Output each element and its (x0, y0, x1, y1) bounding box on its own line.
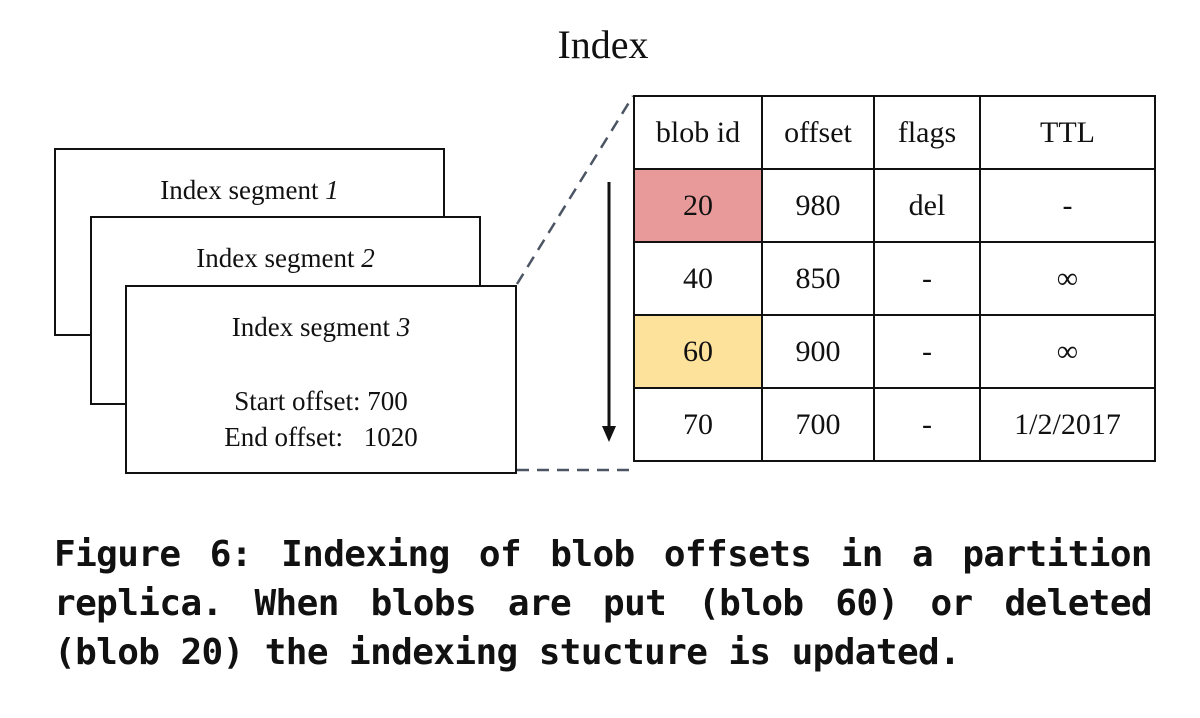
header-flags: flags (873, 95, 981, 170)
segment-3-number: 3 (396, 312, 411, 342)
ttl-cell: ∞ (979, 241, 1156, 316)
segment-2-label: Index segment 2 (92, 242, 479, 274)
offset-cell: 850 (761, 241, 875, 316)
ttl-cell: ∞ (979, 314, 1156, 389)
index-table-body: 20 980 del - 40 850 - ∞ 60 900 - ∞ 70 70… (633, 168, 1156, 462)
start-offset-value: 700 (367, 386, 408, 416)
ttl-cell: 1/2/2017 (979, 387, 1156, 462)
segment-2-label-text: Index segment (196, 243, 355, 273)
offset-cell: 700 (761, 387, 875, 462)
table-row: 20 980 del - (633, 168, 1156, 243)
zoom-connector-top (515, 95, 635, 285)
index-title: Index (557, 22, 649, 67)
scan-direction-arrow-head (602, 426, 616, 442)
index-table: blob id offset flags TTL 20 980 del - 40… (633, 95, 1156, 462)
segment-1-label-text: Index segment (160, 175, 319, 205)
ttl-cell: - (979, 168, 1156, 243)
blob-id-cell-deleted: 20 (633, 168, 763, 243)
start-offset-line: Start offset: 700 (127, 383, 515, 419)
index-segment-3: Index segment 3 Start offset: 700 End of… (125, 285, 517, 474)
segment-3-offsets: Start offset: 700 End offset: 1020 (127, 383, 515, 455)
flags-cell: - (873, 314, 981, 389)
end-offset-value: 1020 (363, 422, 418, 452)
segment-3-label-text: Index segment (231, 312, 390, 342)
table-row: 70 700 - 1/2/2017 (633, 387, 1156, 462)
figure-caption: Figure 6: Indexing of blob offsets in a … (54, 534, 1153, 673)
table-row: 40 850 - ∞ (633, 241, 1156, 316)
flags-cell: - (873, 387, 981, 462)
blob-id-cell: 40 (633, 241, 763, 316)
blob-id-cell-put: 60 (633, 314, 763, 389)
header-row: blob id offset flags TTL (633, 95, 1156, 170)
segment-2-number: 2 (361, 243, 375, 273)
blob-id-cell: 70 (633, 387, 763, 462)
segment-3-label: Index segment 3 (127, 311, 515, 343)
end-offset-label: End offset: (224, 422, 343, 452)
header-offset: offset (761, 95, 875, 170)
segment-1-number: 1 (325, 175, 339, 205)
flags-cell: del (873, 168, 981, 243)
segment-1-label: Index segment 1 (56, 174, 443, 206)
header-blob-id: blob id (633, 95, 763, 170)
index-table-head: blob id offset flags TTL (633, 95, 1156, 170)
header-ttl: TTL (979, 95, 1156, 170)
end-offset-line: End offset: 1020 (127, 419, 515, 455)
flags-cell: - (873, 241, 981, 316)
offset-cell: 900 (761, 314, 875, 389)
start-offset-label: Start offset: (234, 386, 361, 416)
offset-cell: 980 (761, 168, 875, 243)
table-row: 60 900 - ∞ (633, 314, 1156, 389)
